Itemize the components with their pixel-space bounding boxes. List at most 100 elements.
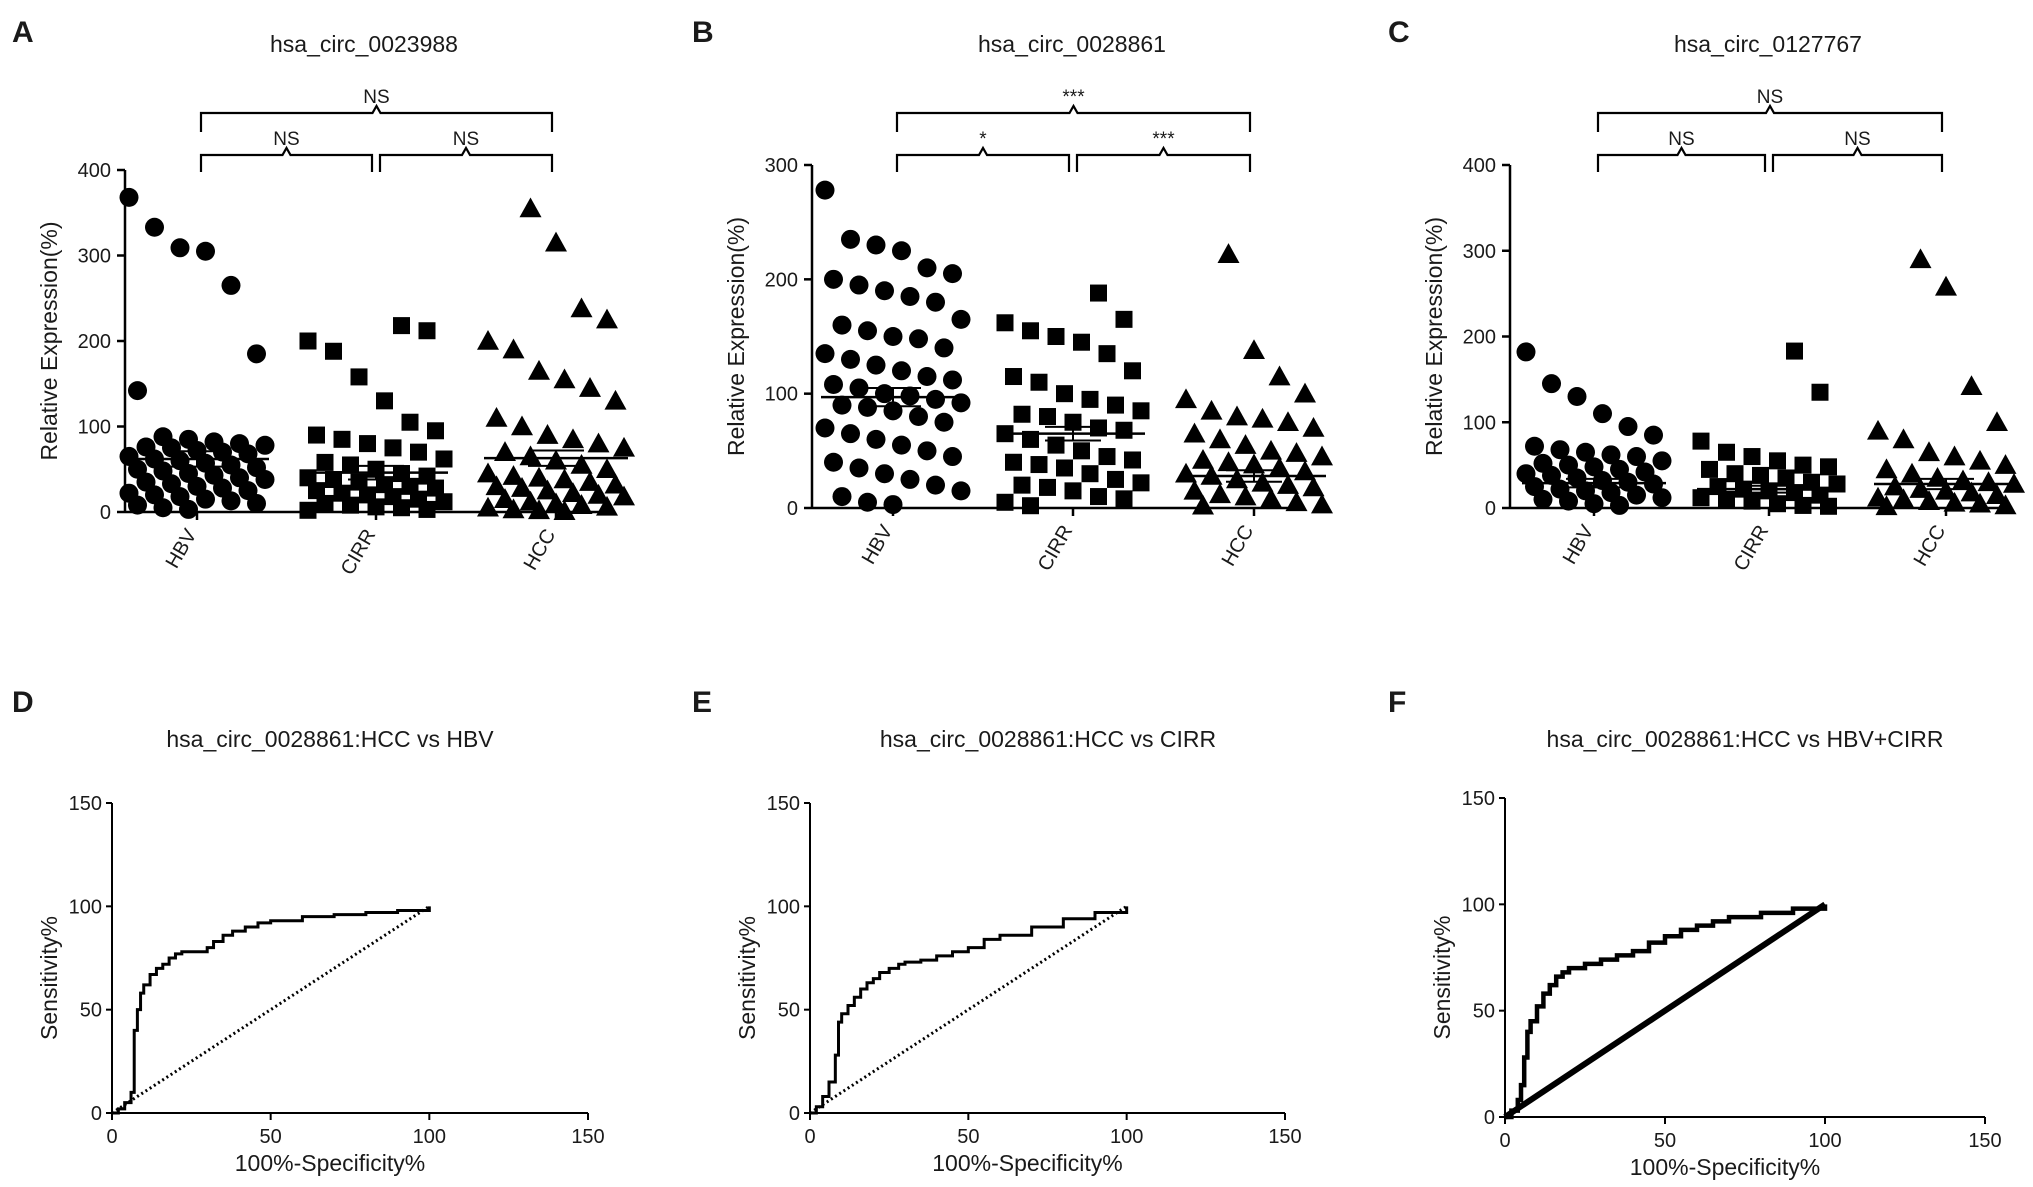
reference-line	[111, 905, 431, 1115]
y-tick-label: 150	[1462, 788, 1495, 810]
data-point	[1627, 447, 1646, 467]
data-point	[427, 479, 444, 497]
x-tick-label: 100	[1808, 1130, 1841, 1152]
chart-title: hsa_circ_0028861	[978, 31, 1166, 57]
data-point	[255, 470, 275, 490]
y-axis-label: Relative Expression(%)	[723, 217, 749, 456]
data-point	[596, 458, 618, 479]
roc-curve	[112, 906, 431, 1115]
data-point	[824, 375, 843, 395]
data-point	[1820, 497, 1837, 515]
data-point	[943, 447, 962, 467]
data-point	[1039, 478, 1056, 496]
bracket-hbv-cirr	[199, 145, 374, 172]
data-point	[1056, 459, 1073, 477]
data-point	[1743, 492, 1761, 510]
data-point	[1268, 365, 1291, 386]
reference-line	[809, 905, 1128, 1115]
x-axis-label: 100%-Specificity%	[1630, 1154, 1820, 1180]
x-axis-label: 100%-Specificity%	[235, 1150, 425, 1176]
data-point	[308, 482, 325, 500]
data-point	[1777, 469, 1795, 487]
data-point	[511, 477, 533, 497]
bracket-hbv-hcc	[199, 103, 554, 132]
bracket-hbv-hcc	[1596, 103, 1944, 132]
data-point	[502, 465, 525, 485]
data-point	[1525, 436, 1544, 456]
data-point	[477, 496, 499, 517]
data-point	[875, 281, 894, 301]
data-point	[570, 494, 593, 514]
data-point	[934, 412, 954, 432]
data-point	[1875, 458, 1898, 479]
data-point	[1618, 417, 1638, 437]
data-point	[1918, 441, 1940, 462]
data-point	[1593, 404, 1612, 424]
data-point	[1234, 485, 1257, 506]
significance-label: NS	[273, 129, 299, 150]
data-point	[832, 395, 852, 415]
data-point	[815, 180, 835, 200]
data-point	[1994, 454, 2017, 474]
data-point	[892, 241, 911, 261]
data-point	[1175, 388, 1197, 409]
x-axis-label: 100%-Specificity%	[932, 1150, 1122, 1176]
data-point	[1107, 470, 1124, 488]
significance-label: NS	[1757, 87, 1783, 108]
data-point	[1047, 328, 1065, 345]
y-axis-label: Sensitivity%	[36, 916, 62, 1040]
significance-label: NS	[363, 87, 389, 108]
data-point	[196, 241, 215, 261]
data-point	[1124, 451, 1141, 469]
data-point	[1302, 416, 1325, 437]
data-point	[815, 344, 835, 364]
data-point	[1226, 405, 1248, 426]
data-point	[376, 392, 393, 410]
data-point	[128, 495, 147, 515]
data-point	[477, 462, 499, 483]
data-point	[1260, 439, 1282, 460]
data-point	[1986, 484, 2008, 504]
data-point	[247, 493, 266, 513]
data-point	[418, 500, 436, 518]
data-point	[1542, 374, 1561, 394]
y-tick-label: 0	[1485, 498, 1496, 520]
data-point	[841, 424, 860, 444]
data-point	[951, 481, 971, 501]
bracket-cirr-hcc	[1075, 145, 1252, 172]
data-point	[393, 317, 410, 335]
y-tick-label: 400	[78, 160, 111, 182]
y-tick-label: 100	[765, 384, 798, 406]
data-point	[545, 231, 567, 252]
data-point	[255, 435, 275, 455]
x-tick-label: HBV	[858, 521, 898, 568]
data-point	[1584, 457, 1604, 477]
data-point	[536, 424, 559, 444]
data-point	[1884, 475, 1906, 496]
data-point	[579, 471, 601, 491]
data-point	[1926, 466, 1949, 487]
data-point	[1217, 451, 1240, 472]
data-point	[1294, 382, 1316, 403]
data-point	[333, 430, 351, 448]
data-point	[841, 229, 860, 249]
data-point	[1285, 442, 1308, 462]
data-point	[1260, 487, 1282, 508]
data-point	[553, 500, 576, 520]
data-point	[502, 498, 525, 519]
reference-line	[1503, 901, 1827, 1120]
data-point	[494, 488, 516, 508]
data-point	[418, 322, 436, 340]
data-point	[1200, 399, 1223, 420]
data-point	[926, 475, 945, 495]
data-point	[247, 344, 266, 364]
x-tick-label: HCC	[520, 526, 561, 575]
data-point	[1226, 468, 1248, 489]
data-point	[900, 469, 920, 489]
y-tick-label: 300	[1463, 241, 1496, 263]
bracket-hbv-cirr	[895, 145, 1071, 172]
data-point	[435, 450, 453, 468]
data-point	[1183, 479, 1206, 500]
